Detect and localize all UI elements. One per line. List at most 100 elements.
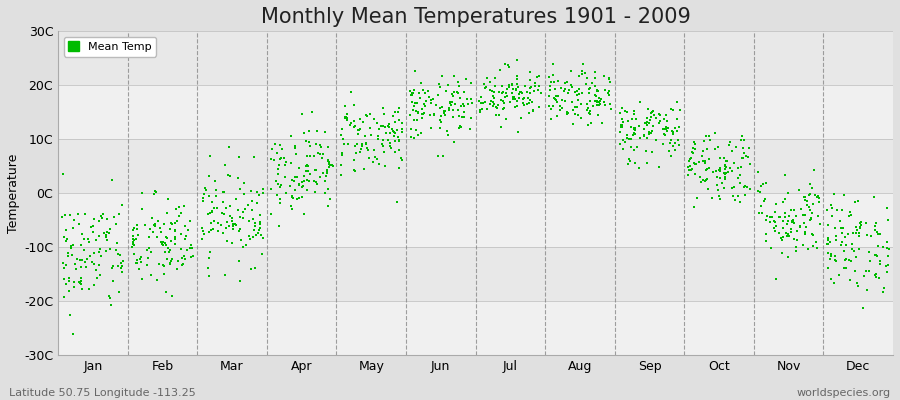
Point: [551, 78, 565, 84]
Point: [554, 84, 568, 91]
Point: [784, 228, 798, 235]
Point: [738, 192, 752, 198]
Point: [522, 84, 536, 91]
Point: [581, 109, 596, 116]
Point: [271, 165, 285, 172]
Point: [759, 180, 773, 186]
Point: [848, 199, 862, 206]
Point: [65, 252, 79, 258]
Point: [350, 140, 365, 147]
Point: [204, 198, 219, 205]
Point: [568, 110, 582, 117]
Point: [364, 131, 378, 138]
Point: [798, 197, 813, 203]
Point: [392, 137, 407, 143]
Point: [322, 196, 337, 202]
Point: [868, 252, 882, 258]
Point: [127, 224, 141, 231]
Point: [588, 83, 602, 89]
Point: [355, 142, 369, 149]
Point: [633, 135, 647, 141]
Point: [226, 220, 240, 227]
Point: [548, 92, 562, 99]
Point: [646, 123, 661, 130]
Point: [699, 146, 714, 152]
Point: [854, 222, 868, 229]
Point: [426, 96, 440, 102]
Point: [444, 102, 458, 108]
Point: [562, 86, 576, 93]
Point: [754, 183, 769, 189]
Point: [417, 110, 431, 116]
Point: [392, 105, 406, 112]
Point: [615, 124, 629, 130]
Point: [688, 141, 702, 147]
Point: [86, 282, 101, 288]
Point: [384, 125, 399, 132]
Point: [431, 152, 446, 159]
Point: [163, 260, 177, 266]
Point: [823, 256, 837, 262]
Point: [754, 203, 769, 210]
Point: [126, 241, 140, 247]
Point: [640, 134, 654, 141]
Point: [437, 107, 452, 114]
Point: [806, 232, 820, 238]
Point: [376, 143, 391, 150]
Point: [646, 108, 661, 114]
Point: [234, 237, 248, 243]
Point: [372, 126, 386, 132]
Point: [416, 87, 430, 94]
Point: [58, 234, 72, 240]
Point: [376, 123, 391, 130]
Point: [733, 199, 747, 205]
Point: [838, 257, 852, 264]
Point: [313, 142, 328, 148]
Point: [218, 162, 232, 168]
Point: [395, 128, 410, 135]
Point: [377, 149, 392, 156]
Point: [665, 143, 680, 150]
Point: [829, 232, 843, 239]
Point: [873, 261, 887, 267]
Point: [237, 180, 251, 186]
Point: [602, 76, 616, 82]
Point: [253, 219, 267, 226]
Point: [68, 261, 82, 267]
Point: [502, 64, 517, 70]
Point: [758, 196, 772, 202]
Point: [514, 89, 528, 95]
Point: [130, 222, 144, 228]
Point: [96, 211, 111, 217]
Point: [759, 231, 773, 237]
Point: [158, 240, 172, 246]
Point: [663, 140, 678, 146]
Point: [248, 265, 262, 271]
Point: [186, 253, 201, 260]
Point: [483, 87, 498, 93]
Point: [718, 158, 733, 164]
Point: [853, 224, 868, 230]
Point: [92, 249, 106, 256]
Point: [339, 111, 354, 118]
Point: [351, 126, 365, 133]
Point: [499, 90, 513, 96]
Point: [522, 97, 536, 104]
Point: [250, 189, 265, 195]
Point: [787, 236, 801, 242]
Point: [74, 278, 88, 285]
Point: [547, 96, 562, 102]
Point: [873, 231, 887, 238]
Point: [297, 130, 311, 136]
Point: [242, 218, 256, 224]
Point: [523, 77, 537, 83]
Point: [87, 216, 102, 223]
Point: [588, 92, 602, 98]
Point: [176, 253, 191, 259]
Point: [834, 242, 849, 248]
Point: [618, 108, 633, 114]
Point: [786, 218, 800, 224]
Point: [419, 98, 434, 104]
Point: [781, 190, 796, 196]
Point: [582, 108, 597, 114]
